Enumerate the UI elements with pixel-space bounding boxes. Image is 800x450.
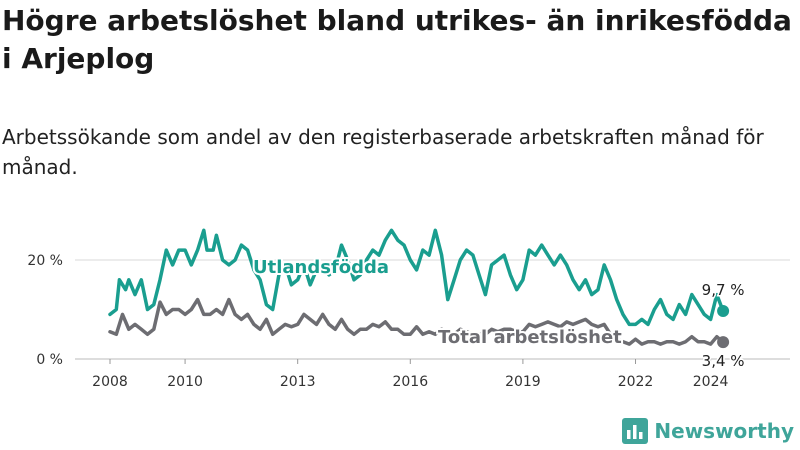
chart-title: Högre arbetslöshet bland utrikes- än inr…: [2, 4, 792, 75]
end-value-label-utlandsfodda: 9,7 %: [702, 281, 745, 299]
series-label-utlandsfodda: Utlandsfödda: [253, 257, 389, 278]
label-layer: 0 % 20 % 2008 2010 2013 2016 2019 2022 2024 Utlan…: [27, 253, 746, 390]
x-tick-label: 2008: [92, 374, 128, 390]
newsworthy-logo-icon: [622, 418, 649, 444]
chart-subtitle: Arbetssökande som andel av den registerb…: [2, 125, 764, 179]
y-tick-label: 20 %: [27, 253, 63, 269]
series-endpoint-total: [717, 336, 730, 349]
series-line-utlandsfodda: [108, 228, 725, 327]
x-tick-label: 2016: [392, 374, 428, 390]
y-tick-label: 0 %: [36, 352, 63, 368]
series-label-total: Total arbetslöshet: [438, 327, 622, 348]
series-endpoint-utlandsfodda: [717, 304, 730, 317]
x-tick-label: 2019: [505, 374, 541, 390]
x-tick-label: 2013: [280, 374, 316, 390]
end-value-label-total: 3,4 %: [702, 352, 745, 370]
newsworthy-logo: Newsworthy: [622, 418, 794, 444]
brand-name: Newsworthy: [654, 419, 794, 443]
x-tick-label: 2022: [618, 374, 654, 390]
x-tick-label: 2010: [167, 374, 203, 390]
x-tick-label: 2024: [693, 374, 729, 390]
series-layer: [108, 228, 730, 349]
series-line-total: [108, 297, 725, 346]
